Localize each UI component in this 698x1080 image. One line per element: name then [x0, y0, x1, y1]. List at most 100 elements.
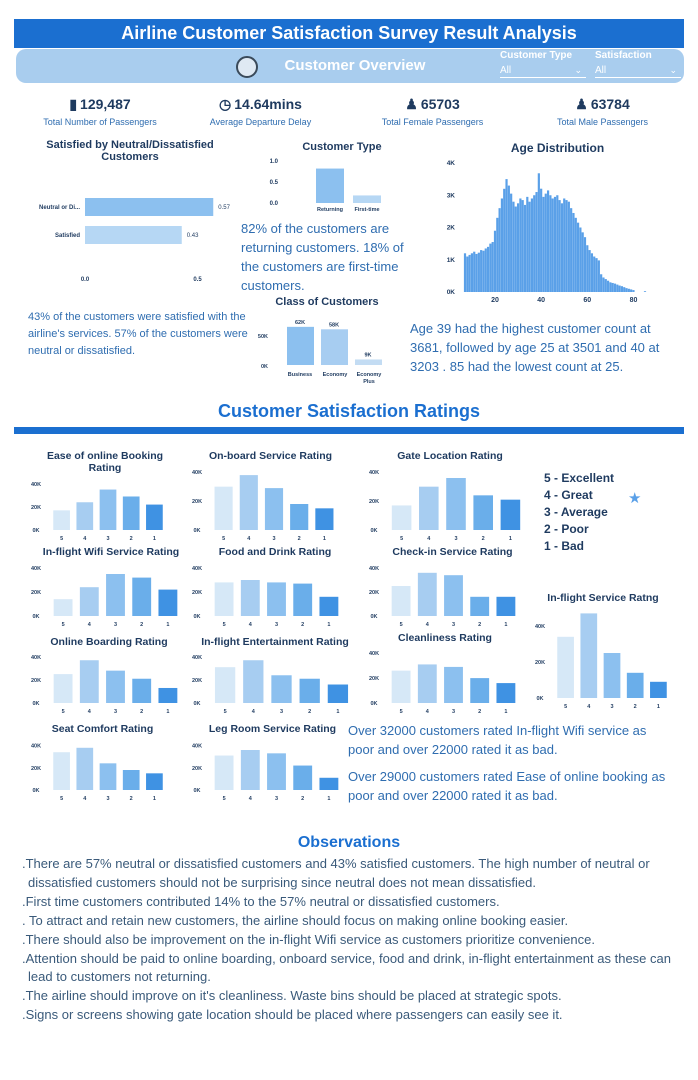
- legend-item: 1 - Bad: [544, 539, 585, 553]
- slicer-customer-type[interactable]: Customer Type All ⌄: [500, 49, 586, 78]
- bar: [419, 486, 439, 530]
- bar: [493, 230, 497, 292]
- y-tick-label: 40K: [369, 651, 379, 657]
- x-tick-label: 1: [153, 536, 156, 542]
- bar: [158, 589, 178, 616]
- x-tick-label: Business: [288, 372, 312, 378]
- bar: [470, 596, 490, 616]
- y-tick-label: 40K: [535, 624, 545, 630]
- bar: [576, 222, 580, 292]
- bar: [600, 274, 603, 292]
- bar: [590, 253, 594, 292]
- x-tick-label: 1: [657, 704, 660, 710]
- x-tick-label: 2: [308, 709, 311, 715]
- bar: [588, 250, 591, 292]
- x-tick-label: 4: [83, 536, 87, 542]
- slicer-value: All: [500, 65, 512, 76]
- kpi-total-passengers: ▮ 129,487 Total Number of Passengers: [20, 96, 180, 127]
- bar: [650, 681, 667, 698]
- rating-chart-title: In-flight Wifi Service Rating: [42, 546, 180, 558]
- bar: [470, 678, 490, 703]
- rating-chart: 40K 20K 0K 5 4 3 2 1: [31, 744, 163, 802]
- bar: [271, 675, 292, 703]
- bar: [597, 260, 600, 292]
- bar: [540, 188, 543, 292]
- x-tick-label: 1: [166, 622, 169, 628]
- bar: [618, 285, 621, 292]
- bar: [565, 200, 568, 292]
- bar: [593, 256, 596, 292]
- y-tick-label: 0K: [447, 289, 456, 296]
- kpi-avg-delay: ◷ 14.64mins Average Departure Delay: [188, 96, 333, 127]
- bar: [606, 280, 610, 292]
- slicer-label: Satisfaction: [595, 50, 652, 61]
- y-tick-label: 20K: [31, 505, 41, 511]
- legend-item: 2 - Poor: [544, 522, 589, 536]
- bar: [468, 254, 471, 292]
- x-tick-label: 2: [130, 796, 133, 802]
- bar: [391, 586, 411, 616]
- rating-chart: 40K 20K 0K 5 4 3 2 1: [369, 651, 516, 715]
- bar: [267, 582, 286, 616]
- y-tick-label: 40K: [192, 470, 202, 476]
- x-tick-label: 60: [583, 297, 591, 304]
- y-tick-label: 20K: [31, 590, 41, 596]
- x-tick-label: 3: [106, 536, 109, 542]
- bar: [535, 192, 538, 292]
- observation-item: .Signs or screens showing gate location …: [22, 1007, 563, 1023]
- observation-item: .Attention should be paid to online boar…: [22, 950, 671, 985]
- bar: [516, 203, 520, 292]
- bar: [214, 755, 234, 790]
- bar: [158, 687, 178, 703]
- plane-icon: [236, 56, 258, 78]
- customer-type-note: 82% of the customers are returning custo…: [241, 221, 404, 293]
- bar: [542, 196, 545, 292]
- y-tick-label: 40K: [369, 566, 379, 572]
- chart-title: Age Distribution: [510, 141, 605, 155]
- kpi-label: Total Female Passengers: [381, 117, 484, 127]
- bar: [319, 596, 339, 616]
- bar: [480, 250, 483, 292]
- x-tick-label: 3: [610, 704, 613, 710]
- observation-item: .First time customers contributed 14% to…: [22, 893, 500, 909]
- rating-chart: 40K 20K 0K 5 4 3 2 1: [192, 655, 349, 715]
- y-tick-label: 40K: [31, 655, 41, 661]
- bar: [473, 251, 476, 292]
- x-tick-label: 5: [564, 704, 567, 710]
- customer-type-chart: 1.0 0.5 0.0 Returning First-time: [270, 159, 381, 213]
- slicer-dropdown[interactable]: All ⌄: [595, 63, 681, 78]
- rating-chart: 40K 20K 0K 5 4 3 2 1: [369, 470, 521, 542]
- bar: [417, 664, 437, 703]
- y-tick-label: 0K: [32, 614, 39, 620]
- y-tick-label: 2K: [447, 225, 456, 232]
- bar: [503, 188, 506, 292]
- bar-value-label: 62K: [295, 320, 305, 326]
- bar: [122, 496, 140, 530]
- x-tick-label: 2: [140, 622, 143, 628]
- kpi-label: Total Number of Passengers: [43, 117, 157, 127]
- bar: [557, 636, 574, 698]
- x-tick-label: 3: [114, 622, 117, 628]
- kpi-value: 63784: [590, 96, 630, 112]
- bar-value-label: 0.57: [218, 205, 230, 211]
- x-tick-label: 4: [88, 709, 92, 715]
- bar-category-label: Neutral or Di...: [39, 205, 80, 211]
- bar: [544, 193, 547, 292]
- bar: [391, 505, 412, 530]
- bar: [99, 763, 117, 790]
- bar: [507, 185, 510, 292]
- y-tick-label: 4K: [447, 160, 456, 167]
- bar-value-label: 9K: [364, 352, 371, 358]
- slicer-satisfaction[interactable]: Satisfaction All ⌄: [595, 49, 681, 78]
- rating-note: Over 29000 customers rated Ease of onlin…: [348, 769, 666, 803]
- x-tick-label: 4: [88, 622, 92, 628]
- x-tick-label: 4: [426, 622, 430, 628]
- y-tick-label: 40K: [192, 655, 202, 661]
- x-tick-label: 0.0: [81, 277, 90, 283]
- clock-icon: ◷: [219, 96, 232, 112]
- subheader-title: Customer Overview: [16, 49, 684, 83]
- slicer-dropdown[interactable]: All ⌄: [500, 63, 586, 78]
- bar: [214, 486, 233, 530]
- x-tick-label: 3: [106, 796, 109, 802]
- bar: [551, 198, 554, 292]
